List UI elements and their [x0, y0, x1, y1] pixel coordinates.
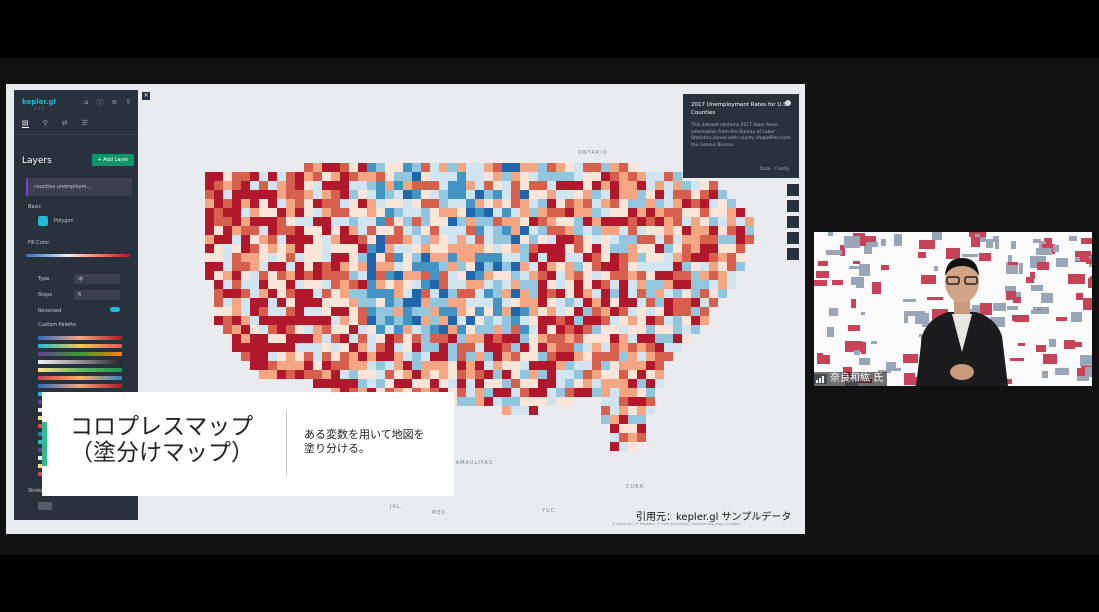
caption-title-line1: コロプレスマップ — [70, 414, 254, 440]
slide-caption: コロプレスマップ （塗分けマップ） ある変数を用いて地図を 塗り分ける。 — [42, 392, 454, 496]
custom-palette-label: Custom Palette — [38, 322, 77, 328]
map-label-jalisco: JAL. — [390, 504, 404, 510]
draw-icon[interactable] — [787, 232, 799, 244]
stroke-color-swatch[interactable] — [38, 502, 52, 510]
map-info-panel: 2017 Unemployment Rates for U.S. Countie… — [683, 94, 799, 178]
map-info-description: This dataset contains 2017 labor force i… — [691, 123, 791, 148]
caption-subtitle-line1: ある変数を用いて地図を — [304, 428, 425, 441]
color-palette-option[interactable] — [38, 384, 122, 388]
map-info-title: 2017 Unemployment Rates for U.S. Countie… — [691, 102, 789, 116]
info-icon[interactable]: ⓘ — [96, 99, 104, 107]
color-palette-option[interactable] — [38, 352, 122, 356]
basic-label: Basic — [28, 204, 42, 210]
type-field[interactable]: qt — [74, 274, 120, 284]
split-map-icon[interactable] — [787, 184, 799, 196]
export-icon[interactable]: ⇪ — [125, 98, 132, 106]
steps-label: Steps — [38, 292, 52, 298]
stroke-label: Stroke — [28, 488, 44, 494]
sidebar-divider — [14, 134, 138, 135]
fill-color-label: Fill Color — [28, 240, 50, 246]
choropleth-map — [205, 163, 754, 451]
color-palette-option[interactable] — [38, 368, 122, 372]
participant-avatar — [916, 258, 1008, 386]
locale-icon[interactable] — [787, 248, 799, 260]
signal-icon — [816, 376, 824, 383]
map-attribution[interactable]: © kepler.gl | © Mapbox | © OpenStreetMap… — [612, 522, 741, 526]
map-label-mexico: MÉX. — [432, 510, 449, 516]
map-label-cuba: CUBA — [626, 484, 645, 490]
kepler-logo: kepler.gl — [22, 98, 56, 106]
type-label: Type — [38, 276, 50, 282]
data-tab[interactable]: Data — [759, 167, 771, 172]
shared-screen: ONTARIO TAMAULIPAS CUBA JAL. MÉX. YUC. k… — [6, 84, 805, 534]
add-layer-button[interactable]: + Add Layer — [92, 154, 134, 166]
color-palette-option[interactable] — [38, 344, 122, 348]
participant-name: 奈良和紘 氏 — [830, 373, 884, 384]
panel-title: Layers — [22, 156, 52, 166]
polygon-icon — [38, 216, 48, 226]
tab-filters-icon[interactable]: ⚲ — [42, 119, 48, 127]
map-controls — [787, 184, 799, 264]
share-icon[interactable]: ⌂ — [84, 98, 89, 106]
caption-title-line2: （塗分けマップ） — [70, 440, 254, 466]
map-label-tamaulipas: TAMAULIPAS — [452, 460, 494, 466]
caption-subtitle-line2: 塗り分ける。 — [304, 442, 370, 455]
tab-basemap-icon[interactable]: ☰ — [81, 119, 88, 127]
caption-title: コロプレスマップ （塗分けマップ） — [70, 414, 254, 466]
layer-legend-icon[interactable] — [787, 216, 799, 228]
layer-selector[interactable]: counties unemploym... — [26, 178, 132, 196]
reversed-label: Reversed — [38, 308, 62, 314]
source-credit: 引用元：kepler.gl サンプルデータ — [636, 512, 792, 523]
participant-name-tag: 奈良和紘 氏 — [814, 372, 888, 386]
caption-subtitle: ある変数を用いて地図を 塗り分ける。 — [304, 428, 425, 456]
color-palette-option[interactable] — [38, 360, 122, 364]
caption-accent-bar — [42, 422, 47, 466]
reversed-toggle[interactable] — [110, 307, 120, 312]
color-palette-option[interactable] — [38, 336, 122, 340]
layer-type[interactable]: Polygon — [54, 218, 74, 224]
caption-divider — [286, 410, 287, 476]
kepler-version: 2.2.1 — [34, 106, 45, 111]
globe-icon[interactable] — [785, 100, 791, 106]
participant-video: 奈良和紘 氏 — [814, 232, 1092, 386]
steps-field[interactable]: 6 — [74, 290, 120, 300]
map-label-yucatan: YUC. — [542, 508, 558, 514]
color-ramp[interactable] — [26, 254, 130, 257]
color-palette-option[interactable] — [38, 376, 122, 380]
collapse-sidebar-button[interactable]: × — [142, 92, 150, 100]
tab-layers-icon[interactable]: ▤ — [22, 119, 29, 128]
tab-interactions-icon[interactable]: ⇄ — [61, 119, 68, 127]
map-label-ontario: ONTARIO — [578, 150, 608, 156]
3d-view-icon[interactable] — [787, 200, 799, 212]
database-icon[interactable]: ≡ — [111, 98, 118, 106]
config-tab[interactable]: Config — [774, 167, 789, 172]
